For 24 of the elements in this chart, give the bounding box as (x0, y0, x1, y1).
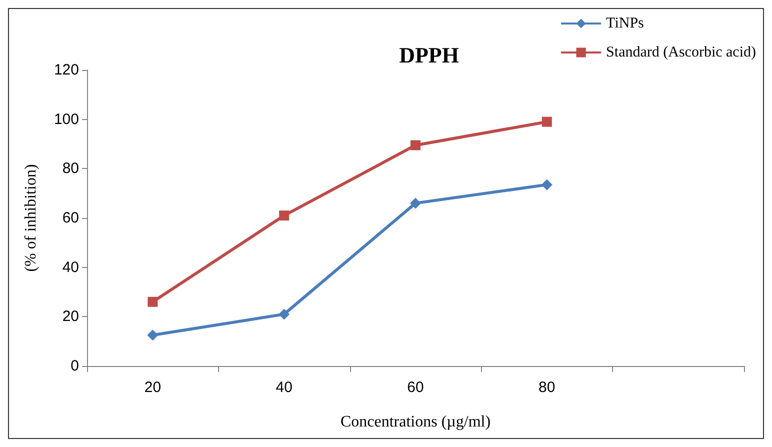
y-axis-title: (% of inhibition) (22, 164, 40, 272)
y-tick-label: 80 (62, 160, 79, 178)
x-tick-label: 80 (538, 379, 556, 396)
x-tick-label: 40 (276, 379, 292, 396)
point (410, 198, 421, 209)
point (148, 296, 158, 307)
y-tick-label: 40 (62, 258, 79, 276)
legend-label: Standard (Ascorbic acid) (606, 44, 756, 60)
x-tick-label: 60 (407, 379, 424, 396)
y-tick-label: 100 (54, 110, 79, 128)
legend-label: TiNPs (606, 16, 644, 32)
point (278, 308, 290, 320)
y-tick-label: 120 (54, 62, 79, 78)
point (410, 140, 420, 150)
point (541, 179, 552, 190)
point (147, 330, 158, 341)
point (542, 116, 552, 127)
y-tick-label: 0 (70, 358, 79, 374)
y-tick-label: 20 (62, 308, 79, 326)
x-tick-label: 20 (144, 379, 162, 396)
chart-title: DPPH (399, 42, 459, 68)
x-axis-title: Concentrations (µg/ml) (340, 414, 491, 430)
y-tick-label: 60 (62, 210, 79, 226)
point (279, 210, 290, 221)
